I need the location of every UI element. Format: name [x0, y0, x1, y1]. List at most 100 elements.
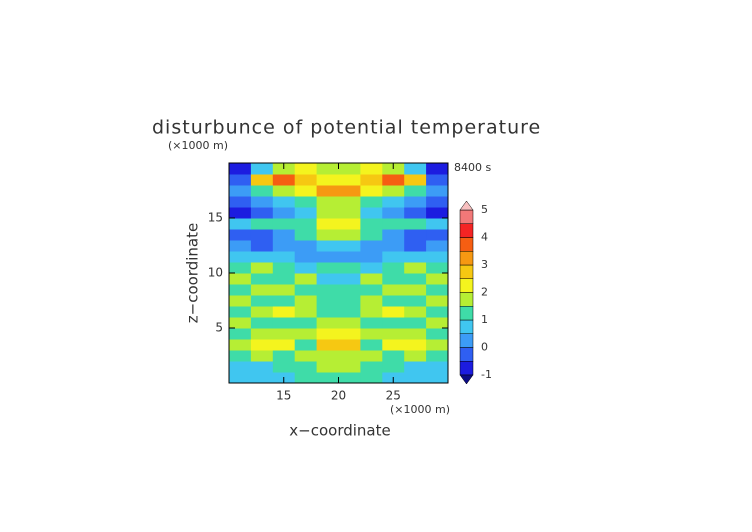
heatmap-cell [338, 295, 361, 307]
heatmap-cell [272, 284, 296, 296]
heatmap-cell [404, 207, 427, 219]
heatmap-cell [360, 317, 383, 329]
colorbar-over [459, 200, 474, 211]
heatmap-cell [316, 196, 339, 208]
heatmap-cell [250, 207, 274, 219]
heatmap-cell [426, 295, 449, 307]
heatmap-cell [360, 229, 383, 241]
heatmap-cell [360, 306, 383, 318]
heatmap-cell [272, 251, 296, 263]
heatmap-cell [250, 317, 274, 329]
y-axis-label: z−coordinate [184, 223, 202, 323]
heatmap-cell [360, 372, 383, 384]
heatmap-cell [272, 218, 296, 230]
chart-title: disturbunce of potential temperature [152, 117, 541, 139]
heatmap-cell [338, 262, 361, 274]
heatmap-cell [316, 174, 339, 186]
heatmap-cell [316, 361, 339, 373]
y-unit: (×1000 m) [168, 139, 228, 152]
heatmap-cell [250, 262, 274, 274]
heatmap-cell [360, 207, 383, 219]
heatmap-cell [294, 361, 318, 373]
heatmap-cell [272, 306, 296, 318]
heatmap-cell [338, 163, 361, 175]
heatmap-cell [316, 284, 339, 296]
heatmap-cell [294, 306, 318, 318]
heatmap-cell [404, 306, 427, 318]
heatmap-cell [272, 317, 296, 329]
heatmap-cell [426, 306, 449, 318]
heatmap-cell [272, 240, 296, 252]
heatmap-cell [229, 350, 252, 362]
heatmap-cell [294, 284, 318, 296]
heatmap-cell [316, 163, 339, 175]
heatmap-cell [338, 229, 361, 241]
heatmap-cell [316, 240, 339, 252]
heatmap-cell [404, 372, 427, 384]
heatmap-cell [294, 251, 318, 263]
heatmap-cell [316, 273, 339, 285]
heatmap-cell [272, 229, 296, 241]
heatmap-cell [360, 163, 383, 175]
heatmap-cell [229, 218, 252, 230]
heatmap-cell [338, 350, 361, 362]
heatmap-cell [338, 284, 361, 296]
heatmap-cell [229, 273, 252, 285]
heatmap-cell [250, 361, 274, 373]
heatmap-cell [382, 306, 405, 318]
heatmap-cell [360, 218, 383, 230]
heatmap-cell [404, 240, 427, 252]
heatmap-cell [382, 196, 405, 208]
heatmap-cell [426, 273, 449, 285]
heatmap-cell [382, 262, 405, 274]
heatmap-cell [229, 229, 252, 241]
heatmap-cell [272, 339, 296, 351]
heatmap-cell [426, 284, 449, 296]
heatmap-cell [404, 339, 427, 351]
heatmap-cell [250, 218, 274, 230]
heatmap-cell [426, 196, 449, 208]
heatmap-cell [360, 339, 383, 351]
heatmap-cell [360, 251, 383, 263]
y-tick-label: 10 [208, 266, 223, 280]
heatmap-cell [250, 339, 274, 351]
heatmap-cell [316, 306, 339, 318]
heatmap-cell [426, 262, 449, 274]
colorbar-tick-label: 2 [481, 286, 488, 299]
colorbar-band [459, 347, 474, 362]
heatmap-cell [338, 328, 361, 340]
heatmap-cell [404, 251, 427, 263]
colorbar-band [459, 319, 474, 334]
heatmap-cell [404, 196, 427, 208]
heatmap-cell [229, 284, 252, 296]
heatmap-cell [382, 361, 405, 373]
heatmap-cell [338, 251, 361, 263]
time-label: 8400 s [454, 161, 491, 174]
heatmap-cell [382, 284, 405, 296]
heatmap-cell [404, 295, 427, 307]
heatmap-cell [360, 262, 383, 274]
heatmap-cell [426, 240, 449, 252]
heatmap-cell [250, 163, 274, 175]
heatmap-cell [250, 295, 274, 307]
heatmap-cell [316, 207, 339, 219]
heatmap-cell [404, 350, 427, 362]
heatmap-cell [229, 317, 252, 329]
heatmap-cell [294, 328, 318, 340]
heatmap-cell [272, 185, 296, 197]
heatmap-cell [294, 218, 318, 230]
colorbar-band [459, 264, 474, 279]
x-tick-label: 20 [331, 389, 346, 403]
heatmap-cell [360, 295, 383, 307]
heatmap-cell [338, 240, 361, 252]
colorbar-tick-label: 4 [481, 231, 488, 244]
heatmap-cell [294, 262, 318, 274]
heatmap-cell [404, 218, 427, 230]
heatmap-cell [272, 361, 296, 373]
heatmap-cell [294, 185, 318, 197]
heatmap-cell [426, 185, 449, 197]
heatmap-cell [382, 174, 405, 186]
heatmap-cell [360, 196, 383, 208]
heatmap-cell [250, 328, 274, 340]
